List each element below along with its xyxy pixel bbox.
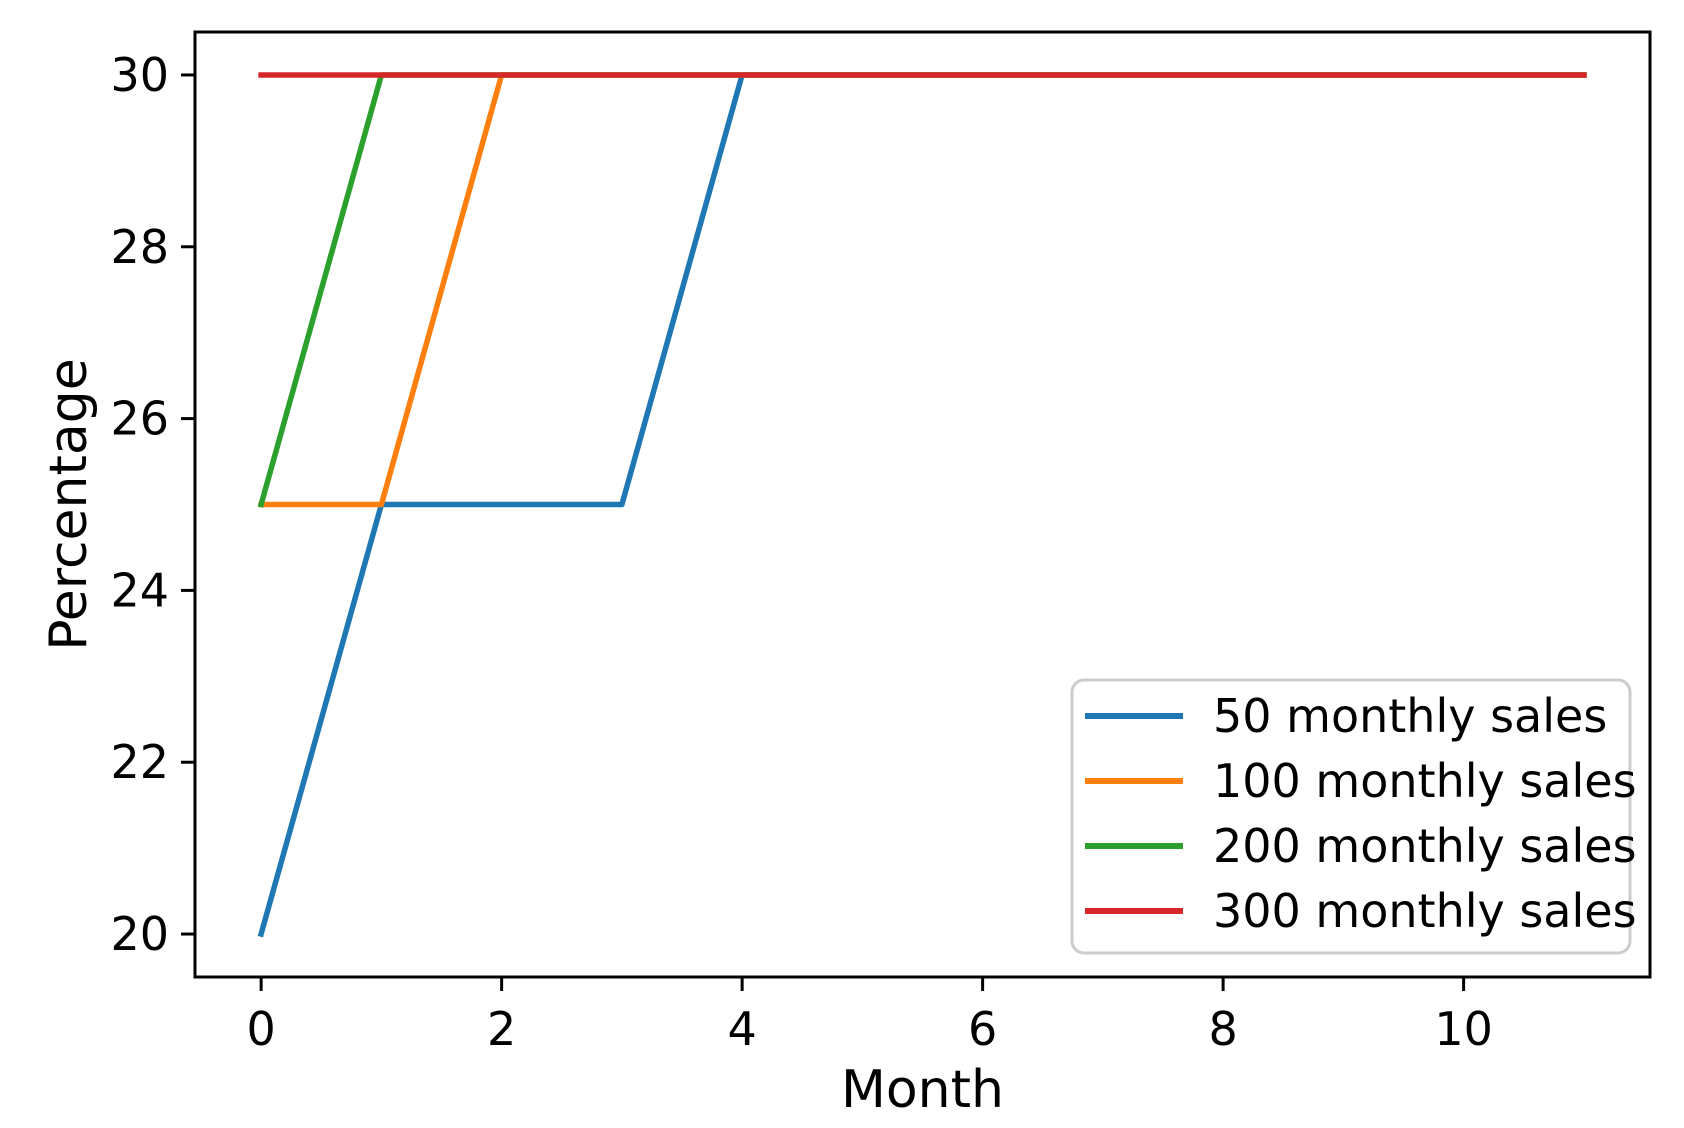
y-tick-label: 20: [110, 907, 169, 961]
legend-label: 300 monthly sales: [1213, 884, 1637, 938]
y-tick-label: 30: [110, 48, 169, 102]
y-tick-label: 22: [110, 735, 169, 789]
y-tick-label: 28: [110, 220, 169, 274]
x-tick-label: 6: [968, 1002, 997, 1056]
y-tick-label: 24: [110, 563, 169, 617]
x-tick-label: 8: [1208, 1002, 1237, 1056]
x-axis-title: Month: [841, 1060, 1004, 1120]
legend-label: 50 monthly sales: [1213, 689, 1607, 743]
y-tick-label: 26: [110, 392, 169, 446]
axes-spines: [193, 30, 1652, 979]
x-tick-label: 4: [727, 1002, 756, 1056]
legend-label: 100 monthly sales: [1213, 754, 1637, 808]
y-axis-title: Percentage: [39, 358, 99, 651]
x-tick-label: 0: [246, 1002, 275, 1056]
x-tick-label: 10: [1434, 1002, 1493, 1056]
legend-label: 200 monthly sales: [1213, 819, 1637, 873]
legend-box: [1070, 678, 1632, 955]
x-tick-label: 2: [487, 1002, 516, 1056]
